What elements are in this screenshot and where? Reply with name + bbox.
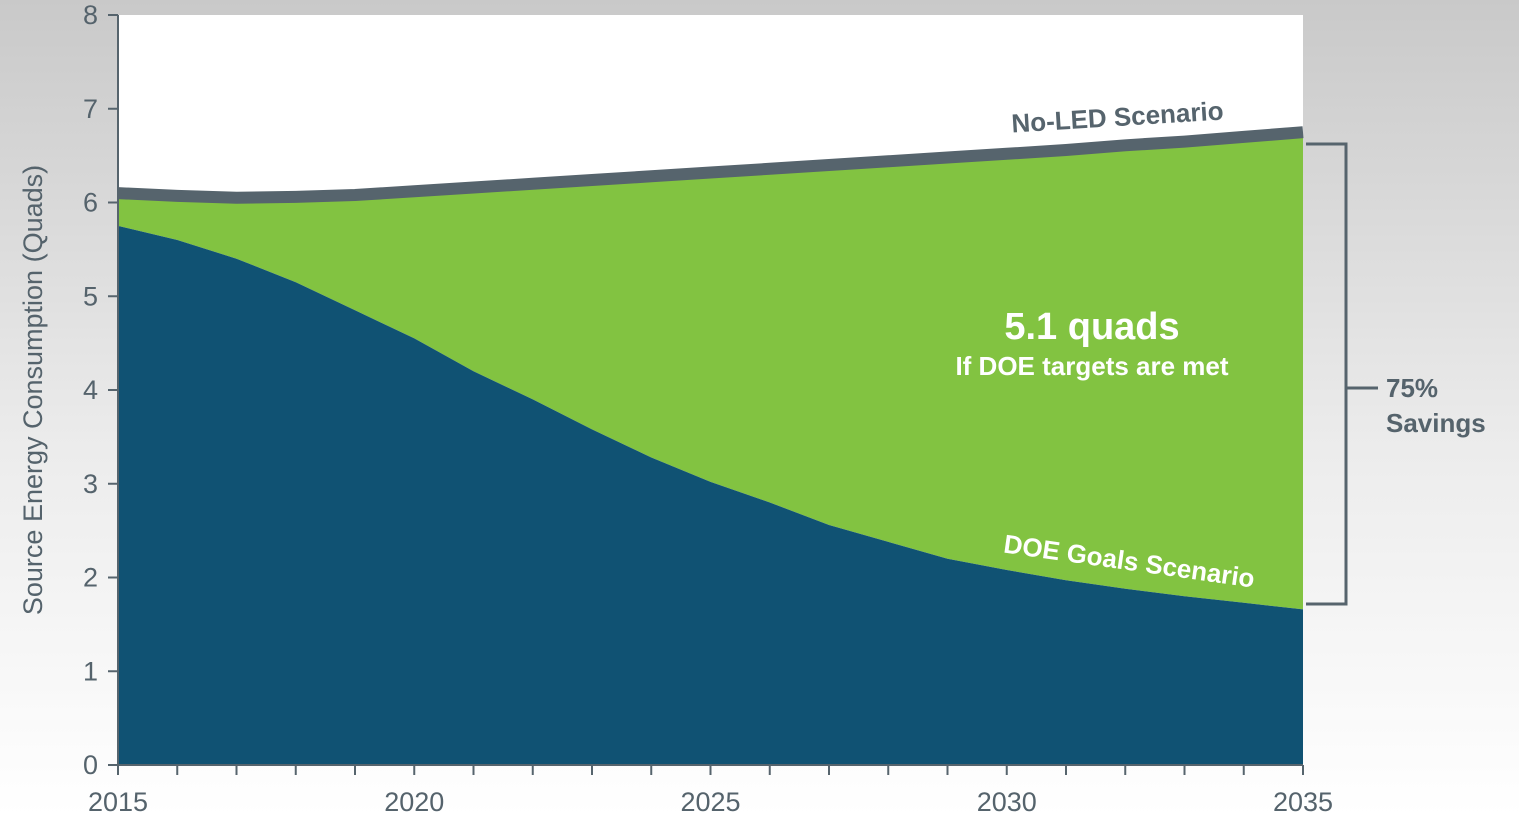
x-tick-label: 2015 xyxy=(88,787,148,816)
y-tick-label: 5 xyxy=(83,281,98,311)
x-tick-label: 2030 xyxy=(977,787,1037,816)
y-tick-label: 7 xyxy=(83,94,98,124)
savings-percent-label: 75% xyxy=(1386,373,1438,403)
savings-note-annotation: If DOE targets are met xyxy=(955,351,1228,381)
y-tick-label: 3 xyxy=(83,469,98,499)
y-tick-label: 0 xyxy=(83,750,98,780)
y-tick-label: 6 xyxy=(83,188,98,218)
chart-areas xyxy=(117,126,1304,765)
series-line-no-led xyxy=(117,126,1304,204)
y-tick-label: 2 xyxy=(83,563,98,593)
x-tick-label: 2020 xyxy=(384,787,444,816)
chart-axes: 0 1 2 3 4 5 6 7 8 2015 2020 2025 2030 2035 xyxy=(83,0,1333,816)
savings-bracket xyxy=(1306,142,1378,606)
savings-value-annotation: 5.1 quads xyxy=(1004,306,1179,348)
y-tick-label: 8 xyxy=(83,0,98,30)
y-tick-label: 1 xyxy=(83,656,98,686)
savings-word-label: Savings xyxy=(1386,408,1486,438)
y-tick-label: 4 xyxy=(83,375,98,405)
x-tick-label: 2025 xyxy=(680,787,740,816)
y-axis-title: Source Energy Consumption (Quads) xyxy=(18,165,48,615)
savings-area xyxy=(118,132,1303,610)
series-area-doe-goals xyxy=(118,225,1303,765)
x-tick-label: 2035 xyxy=(1273,787,1333,816)
